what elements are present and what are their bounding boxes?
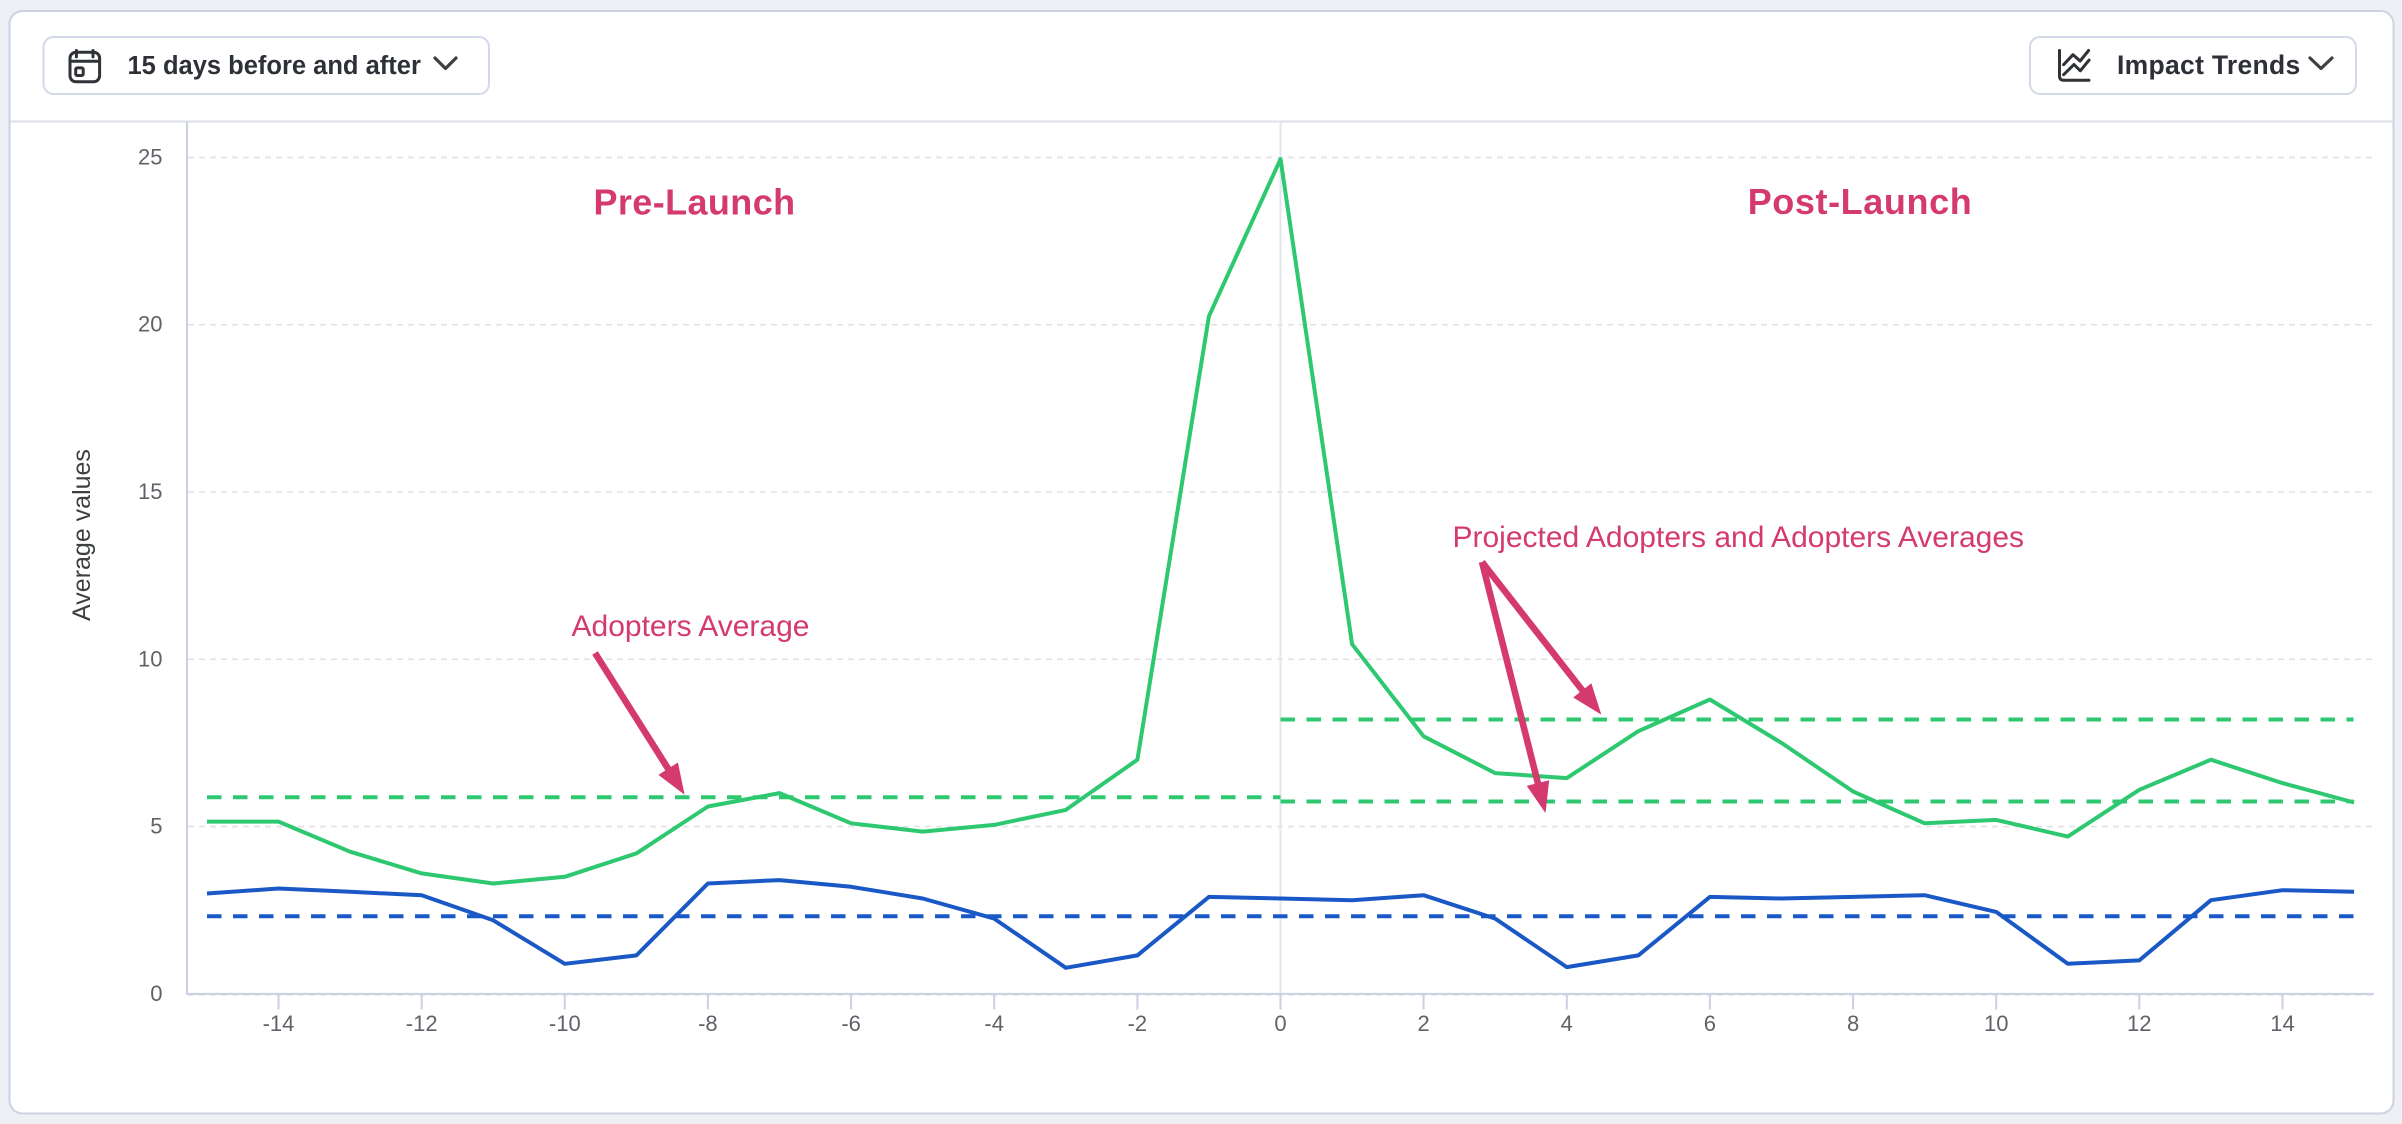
svg-text:-2: -2	[1128, 1011, 1148, 1036]
svg-text:14: 14	[2270, 1011, 2294, 1036]
svg-text:Average values: Average values	[68, 449, 96, 621]
svg-text:15 days before and after: 15 days before and after	[128, 52, 421, 80]
svg-text:25: 25	[138, 144, 162, 169]
svg-text:6: 6	[1704, 1011, 1716, 1036]
svg-text:-8: -8	[698, 1011, 718, 1036]
svg-text:Pre-Launch: Pre-Launch	[593, 182, 795, 223]
svg-text:-14: -14	[263, 1011, 295, 1036]
svg-text:15: 15	[138, 479, 162, 504]
svg-text:Post-Launch: Post-Launch	[1748, 181, 1973, 222]
svg-text:10: 10	[1984, 1011, 2008, 1036]
svg-text:0: 0	[150, 981, 162, 1006]
svg-text:10: 10	[138, 646, 162, 671]
svg-text:2: 2	[1417, 1011, 1429, 1036]
svg-text:12: 12	[2127, 1011, 2151, 1036]
svg-text:0: 0	[1274, 1011, 1286, 1036]
svg-text:Adopters Average: Adopters Average	[572, 610, 810, 643]
svg-text:Projected Adopters and Adopter: Projected Adopters and Adopters Averages	[1453, 521, 2025, 554]
svg-text:-12: -12	[406, 1011, 438, 1036]
svg-text:8: 8	[1847, 1011, 1859, 1036]
svg-text:-10: -10	[549, 1011, 581, 1036]
svg-text:20: 20	[138, 312, 162, 337]
svg-text:4: 4	[1561, 1011, 1573, 1036]
svg-text:5: 5	[150, 814, 162, 839]
svg-text:-6: -6	[841, 1011, 861, 1036]
svg-text:-4: -4	[984, 1011, 1004, 1036]
svg-text:Impact Trends: Impact Trends	[2117, 50, 2301, 80]
